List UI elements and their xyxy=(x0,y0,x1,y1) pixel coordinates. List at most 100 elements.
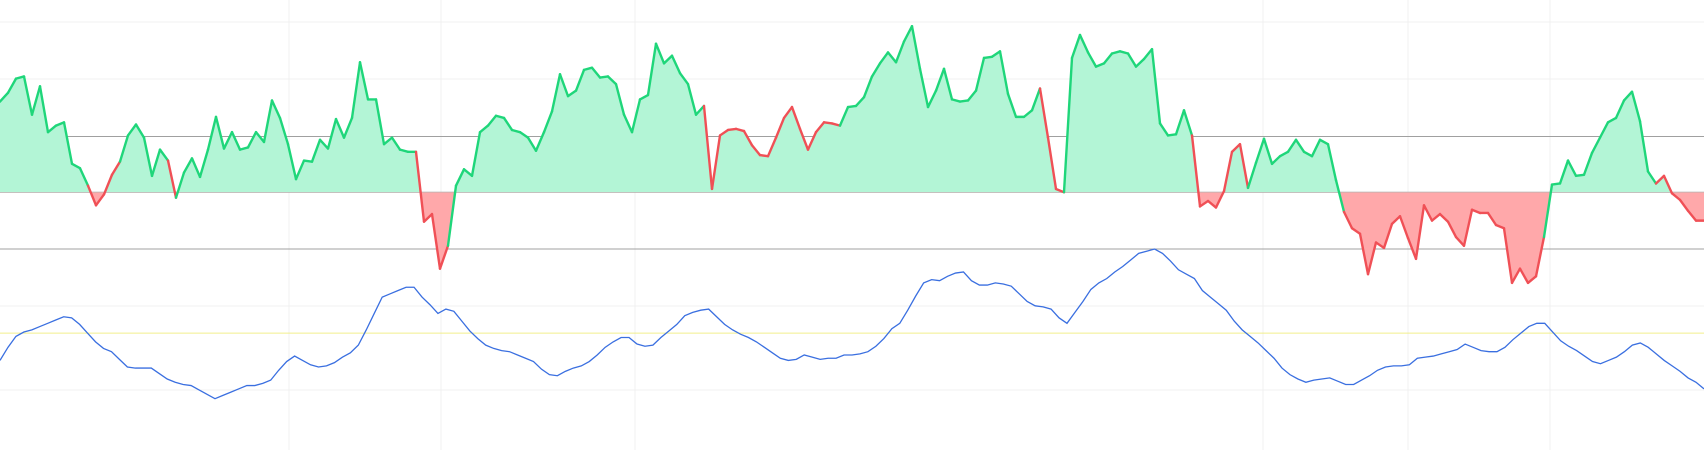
line-segment xyxy=(326,117,338,150)
line-segment xyxy=(718,128,730,137)
line-segment xyxy=(982,55,994,60)
line-segment xyxy=(654,42,666,65)
line-segment xyxy=(1566,159,1578,178)
line-segment xyxy=(38,85,50,134)
line-segment xyxy=(710,134,722,191)
line-segment xyxy=(1638,120,1650,173)
line-segment xyxy=(1286,138,1298,154)
line-segment xyxy=(814,121,826,134)
line-segment xyxy=(782,105,794,120)
line-segment xyxy=(134,123,146,139)
line-segment xyxy=(454,168,466,187)
line-segment xyxy=(30,85,42,116)
area-above xyxy=(0,26,1704,193)
line-segment xyxy=(774,116,786,139)
line-segment xyxy=(670,54,682,75)
line-segment xyxy=(1158,122,1170,137)
line-segment xyxy=(1118,50,1130,55)
line-segment xyxy=(1518,267,1530,285)
line-segment xyxy=(1190,134,1202,208)
line-segment xyxy=(758,153,770,158)
line-segment xyxy=(1206,199,1218,209)
line-segment xyxy=(502,116,514,132)
line-segment xyxy=(798,127,810,151)
line-segment xyxy=(1318,138,1330,146)
line-segment xyxy=(542,110,554,134)
line-segment xyxy=(1470,208,1482,215)
line-segment xyxy=(1390,215,1402,226)
line-segment xyxy=(62,121,74,166)
line-segment xyxy=(1654,174,1666,185)
line-segment xyxy=(230,130,242,151)
line-segment xyxy=(374,98,386,146)
line-segment xyxy=(1310,138,1322,158)
line-segment xyxy=(582,66,594,72)
line-segment xyxy=(638,93,650,101)
line-segment xyxy=(902,25,914,43)
line-segment xyxy=(1534,235,1546,278)
line-segment xyxy=(1230,142,1242,154)
line-segment xyxy=(1174,109,1186,136)
line-segment xyxy=(1510,267,1522,285)
line-segment xyxy=(342,116,354,139)
line-segment xyxy=(1502,227,1514,285)
line-segment xyxy=(1430,212,1442,222)
line-segment xyxy=(942,67,954,101)
line-segment xyxy=(614,82,626,116)
line-segment xyxy=(878,51,890,65)
line-segment xyxy=(566,89,578,98)
line-segment xyxy=(726,127,738,132)
line-segment xyxy=(278,116,290,146)
line-segment xyxy=(1278,150,1290,158)
area-below xyxy=(90,192,1704,283)
line-segment xyxy=(590,66,602,79)
line-segment xyxy=(526,136,538,152)
line-segment xyxy=(1182,109,1194,137)
line-segment xyxy=(150,148,162,178)
line-segment xyxy=(70,162,82,170)
line-segment xyxy=(350,61,362,120)
line xyxy=(0,248,1704,400)
line-segment xyxy=(22,75,34,116)
line-segment xyxy=(1038,87,1050,139)
line-segment xyxy=(1102,52,1114,65)
line-segment xyxy=(1590,136,1602,155)
line-segment xyxy=(998,50,1010,96)
line-segment xyxy=(438,244,450,270)
line-segment xyxy=(1406,236,1418,261)
line-segment xyxy=(1630,90,1642,123)
line-segment xyxy=(430,212,442,270)
line-segment xyxy=(1542,183,1554,239)
line-segment xyxy=(478,124,490,134)
line-segment xyxy=(470,130,482,178)
line-segment xyxy=(494,114,506,120)
line-segment xyxy=(742,129,754,147)
line-segment xyxy=(1294,138,1306,154)
line-segment xyxy=(1070,33,1082,60)
line-segment xyxy=(1414,204,1426,261)
line-segment xyxy=(198,148,210,179)
line-segment xyxy=(750,144,762,157)
line-segment xyxy=(190,157,202,179)
line-segment xyxy=(1142,47,1154,61)
line-segment xyxy=(110,160,122,176)
line-segment xyxy=(1606,116,1618,124)
line-segment xyxy=(238,146,250,151)
line-segment xyxy=(846,104,858,109)
line-segment xyxy=(838,105,850,127)
line-segment xyxy=(182,157,194,174)
line-segment xyxy=(1046,136,1058,191)
line-segment xyxy=(398,148,410,154)
line-segment xyxy=(1062,56,1074,194)
line-segment xyxy=(1030,87,1042,112)
line-segment xyxy=(1126,52,1138,68)
line-segment xyxy=(86,184,98,207)
line-segment xyxy=(534,130,546,152)
line-segment xyxy=(126,123,138,137)
line-segment xyxy=(102,173,114,196)
line-segment xyxy=(934,67,946,92)
line-segment xyxy=(1078,33,1090,54)
line-segment xyxy=(1462,208,1474,247)
line-segment xyxy=(214,115,226,150)
line-segment xyxy=(974,56,986,92)
